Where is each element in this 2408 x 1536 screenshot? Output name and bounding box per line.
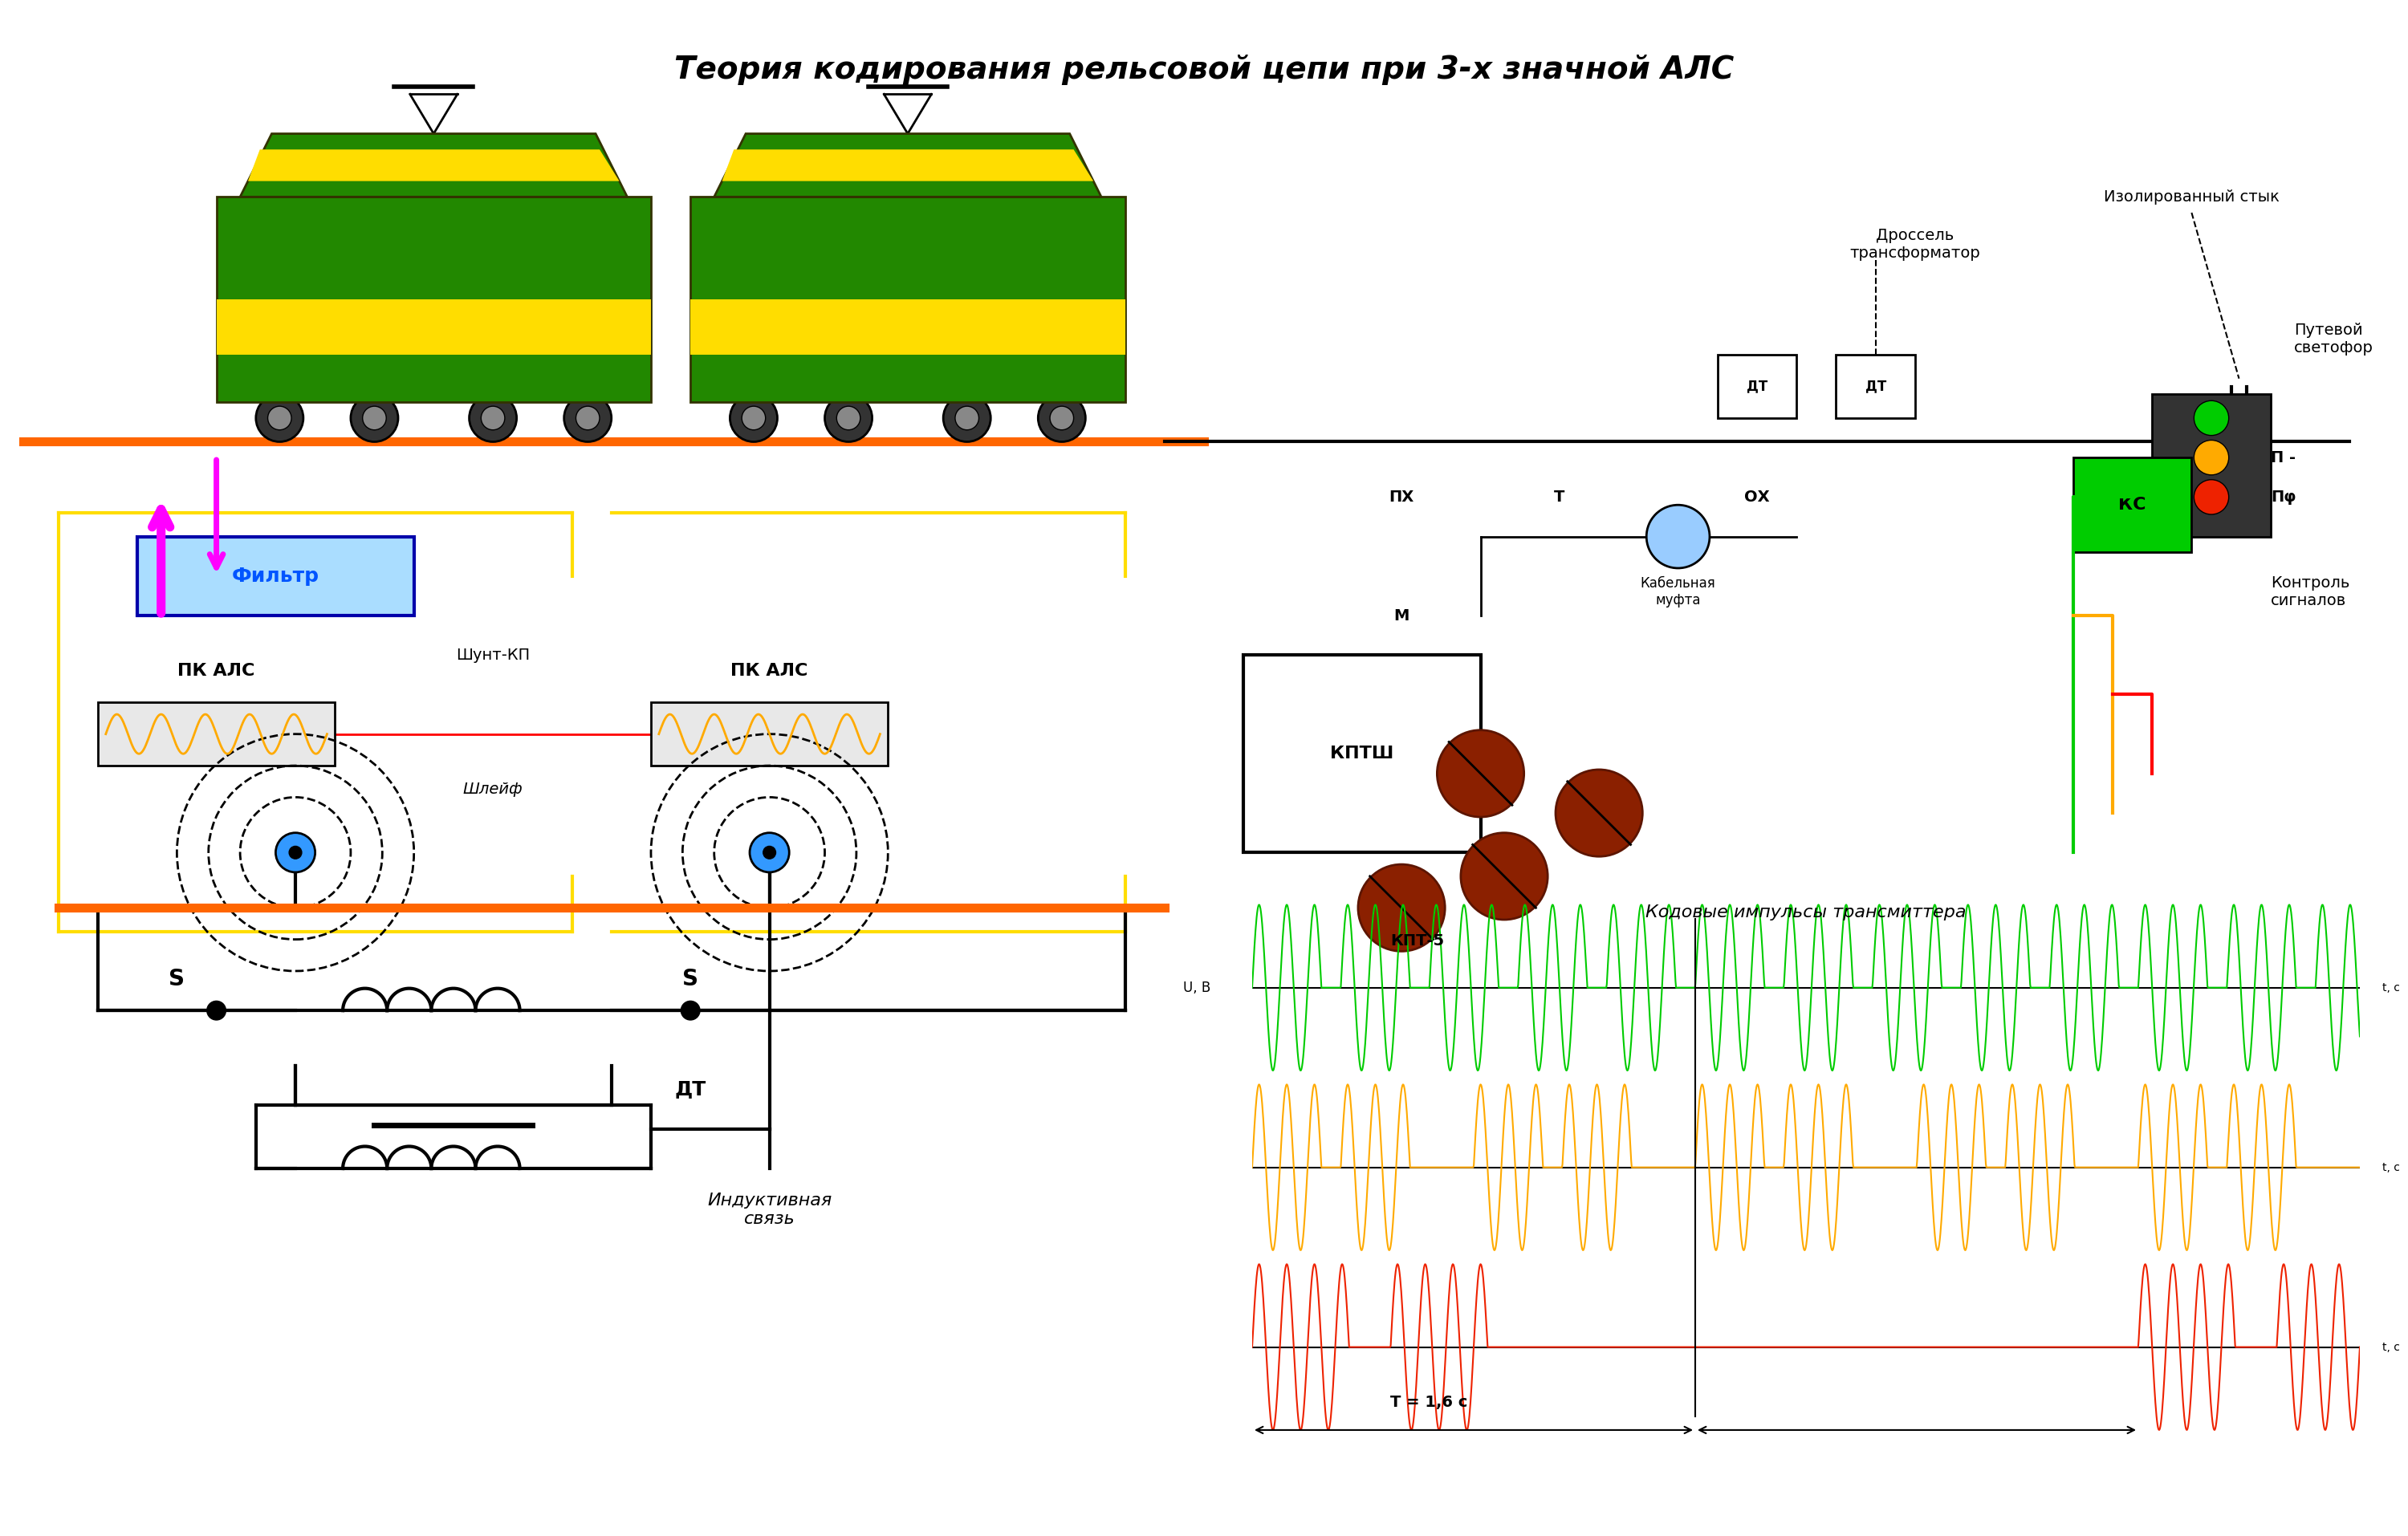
Circle shape: [563, 395, 612, 442]
Bar: [1717, 355, 1796, 418]
Circle shape: [207, 1001, 226, 1020]
Text: ПК АЛС: ПК АЛС: [178, 664, 255, 679]
Text: t, с: t, с: [2382, 1161, 2398, 1174]
Bar: [137, 536, 414, 616]
Text: Путевой
светофор: Путевой светофор: [2295, 323, 2374, 355]
Circle shape: [576, 406, 600, 430]
Text: ДТ: ДТ: [674, 1080, 706, 1100]
Circle shape: [730, 395, 778, 442]
Circle shape: [2194, 441, 2230, 475]
Circle shape: [352, 395, 397, 442]
Circle shape: [470, 395, 518, 442]
Text: КПТШ: КПТШ: [1329, 746, 1394, 762]
Text: t, с: t, с: [2382, 1341, 2398, 1353]
Circle shape: [275, 833, 315, 872]
Circle shape: [956, 406, 978, 430]
Text: Изолированный стык: Изолированный стык: [2105, 189, 2280, 204]
Polygon shape: [722, 149, 1093, 181]
Text: S: S: [169, 968, 185, 991]
Text: П -: П -: [2271, 450, 2295, 465]
Bar: [2073, 458, 2191, 553]
Circle shape: [2194, 401, 2230, 435]
Text: Кодовые импульсы трансмиттера: Кодовые импульсы трансмиттера: [1645, 905, 1967, 920]
Text: ПК АЛС: ПК АЛС: [730, 664, 809, 679]
Circle shape: [267, 406, 291, 430]
Circle shape: [255, 395, 303, 442]
Bar: [2153, 395, 2271, 536]
Circle shape: [681, 1001, 701, 1020]
Polygon shape: [691, 300, 1125, 355]
Text: КС: КС: [2119, 498, 2146, 513]
Bar: [1243, 654, 1481, 852]
Text: Пφ: Пφ: [2271, 490, 2295, 505]
Bar: [1835, 355, 1914, 418]
Circle shape: [1038, 395, 1086, 442]
Bar: [99, 702, 335, 765]
Text: Дроссель
трансформатор: Дроссель трансформатор: [1849, 227, 1979, 261]
Text: Т: Т: [1553, 490, 1565, 505]
Text: Теория кодирования рельсовой цепи при 3-х значной АЛС: Теория кодирования рельсовой цепи при 3-…: [674, 55, 1734, 84]
Polygon shape: [248, 149, 619, 181]
Circle shape: [1647, 505, 1710, 568]
Polygon shape: [715, 134, 1100, 197]
Text: М: М: [1394, 608, 1409, 624]
Text: ОХ: ОХ: [1743, 490, 1770, 505]
Text: КПТ-5: КПТ-5: [1392, 932, 1445, 948]
Text: Кодовый путевой
трансмиттер: Кодовый путевой трансмиттер: [1300, 679, 1423, 710]
Circle shape: [763, 846, 775, 859]
Text: Контроль
сигналов: Контроль сигналов: [2271, 576, 2350, 608]
Polygon shape: [217, 197, 650, 402]
Circle shape: [289, 846, 301, 859]
Circle shape: [364, 406, 385, 430]
Circle shape: [1358, 865, 1445, 951]
Text: T = 1,6 с: T = 1,6 с: [1392, 1395, 1469, 1410]
Polygon shape: [217, 300, 650, 355]
Circle shape: [749, 833, 790, 872]
Circle shape: [1438, 730, 1524, 817]
Circle shape: [1462, 833, 1548, 920]
Circle shape: [1050, 406, 1074, 430]
Polygon shape: [241, 134, 626, 197]
Text: ПХ: ПХ: [1389, 490, 1413, 505]
Circle shape: [742, 406, 766, 430]
Text: ДТ: ДТ: [1866, 379, 1885, 393]
Text: Фильтр: Фильтр: [231, 567, 320, 585]
Text: Индуктивная
связь: Индуктивная связь: [708, 1192, 831, 1227]
Circle shape: [826, 395, 872, 442]
Text: Шунт-КП: Шунт-КП: [455, 648, 530, 664]
Circle shape: [2194, 479, 2230, 515]
Text: U, В: U, В: [1182, 980, 1211, 995]
Bar: [650, 702, 889, 765]
Circle shape: [1556, 770, 1642, 857]
Circle shape: [944, 395, 990, 442]
Text: Шлейф: Шлейф: [462, 782, 523, 797]
Text: t, с: t, с: [2382, 982, 2398, 994]
Text: ДТ: ДТ: [1746, 379, 1767, 393]
Circle shape: [482, 406, 506, 430]
Polygon shape: [691, 197, 1125, 402]
Circle shape: [836, 406, 860, 430]
Text: S: S: [681, 968, 698, 991]
Text: Кабельная
муфта: Кабельная муфта: [1640, 576, 1714, 607]
